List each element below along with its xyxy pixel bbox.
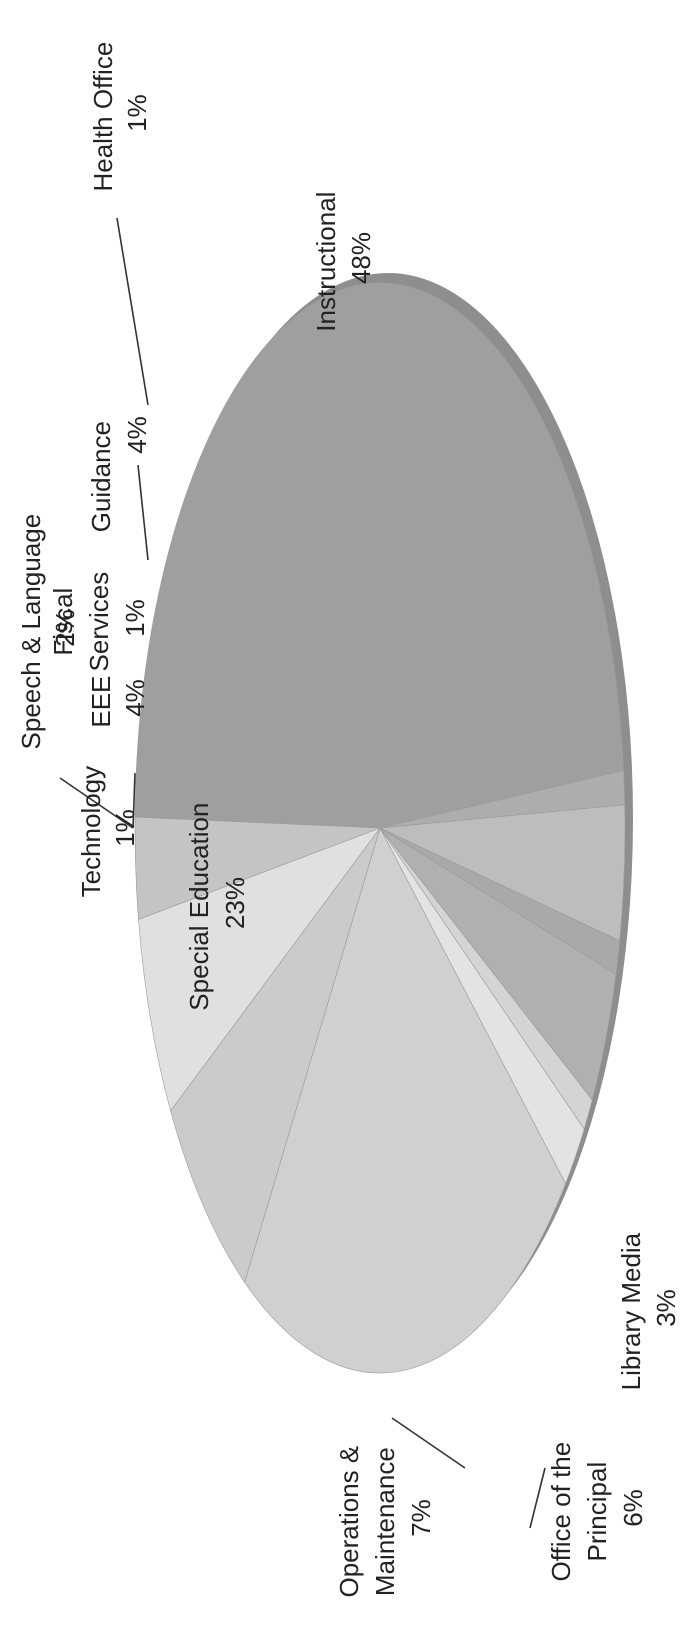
leader-line-principal: [529, 1467, 546, 1529]
label-special-education: Special Education 23%: [184, 795, 250, 1010]
label-library-pct: 3%: [651, 1289, 681, 1327]
label-instructional-name: Instructional: [311, 192, 341, 332]
pie-slices: [134, 282, 626, 1374]
label-library-media: Library Media 3%: [616, 1226, 681, 1391]
label-guidance-name: Guidance: [86, 421, 116, 532]
label-operations-l2: Maintenance: [370, 1447, 400, 1596]
leader-line-operations: [391, 1417, 466, 1469]
label-fiscal-l1: Fiscal: [48, 588, 78, 656]
label-fiscal-services: Fiscal Services 1%: [48, 565, 150, 672]
label-library-name: Library Media: [616, 1232, 646, 1390]
label-instructional-pct: 48%: [346, 232, 376, 284]
label-speech-pct: 2%: [50, 609, 80, 647]
label-eee-name: EEE: [86, 676, 116, 728]
label-guidance-pct: 4%: [122, 416, 152, 454]
label-special-name: Special Education: [184, 803, 214, 1011]
label-instructional: Instructional 48%: [311, 184, 376, 331]
leader-line-guidance: [137, 464, 149, 561]
pie-slice-operations-maintenance: [170, 827, 381, 1283]
label-fiscal-pct: 1%: [120, 599, 150, 637]
pie-slice-special-education: [244, 827, 566, 1374]
label-operations-l1: Operations &: [334, 1446, 364, 1598]
leader-lines: [59, 217, 546, 1529]
label-health-pct: 1%: [122, 94, 152, 132]
label-operations-pct: 7%: [406, 1499, 436, 1537]
label-office-principal: Office of the Principal 6%: [546, 1435, 648, 1582]
label-technology: Technology 1%: [76, 759, 140, 898]
leader-line-health: [116, 217, 149, 406]
label-health-name: Health Office: [88, 42, 118, 192]
label-technology-name: Technology: [76, 766, 106, 898]
pie-slice-office-of-the-principal: [138, 827, 381, 1112]
label-principal-l2: Principal: [582, 1462, 612, 1562]
label-eee-pct: 4%: [120, 679, 150, 717]
label-guidance: Guidance 4%: [86, 414, 152, 533]
label-technology-pct: 1%: [110, 809, 140, 847]
label-health-office: Health Office 1%: [88, 34, 152, 191]
label-principal-pct: 6%: [618, 1489, 648, 1527]
label-operations-maintenance: Operations & Maintenance 7%: [334, 1439, 436, 1598]
label-principal-l1: Office of the: [546, 1442, 576, 1582]
pie-slice-library-media: [134, 816, 381, 920]
label-fiscal-l2: Services: [84, 572, 114, 672]
label-speech-name: Speech & Language: [16, 514, 46, 750]
label-special-pct: 23%: [220, 877, 250, 929]
leader-line-technology: [132, 772, 136, 829]
pie-slice-instructional: [134, 282, 624, 829]
label-eee: EEE 4%: [86, 668, 150, 727]
label-speech-language: Speech & Language 2%: [16, 507, 80, 750]
leader-line-speech: [59, 777, 134, 829]
